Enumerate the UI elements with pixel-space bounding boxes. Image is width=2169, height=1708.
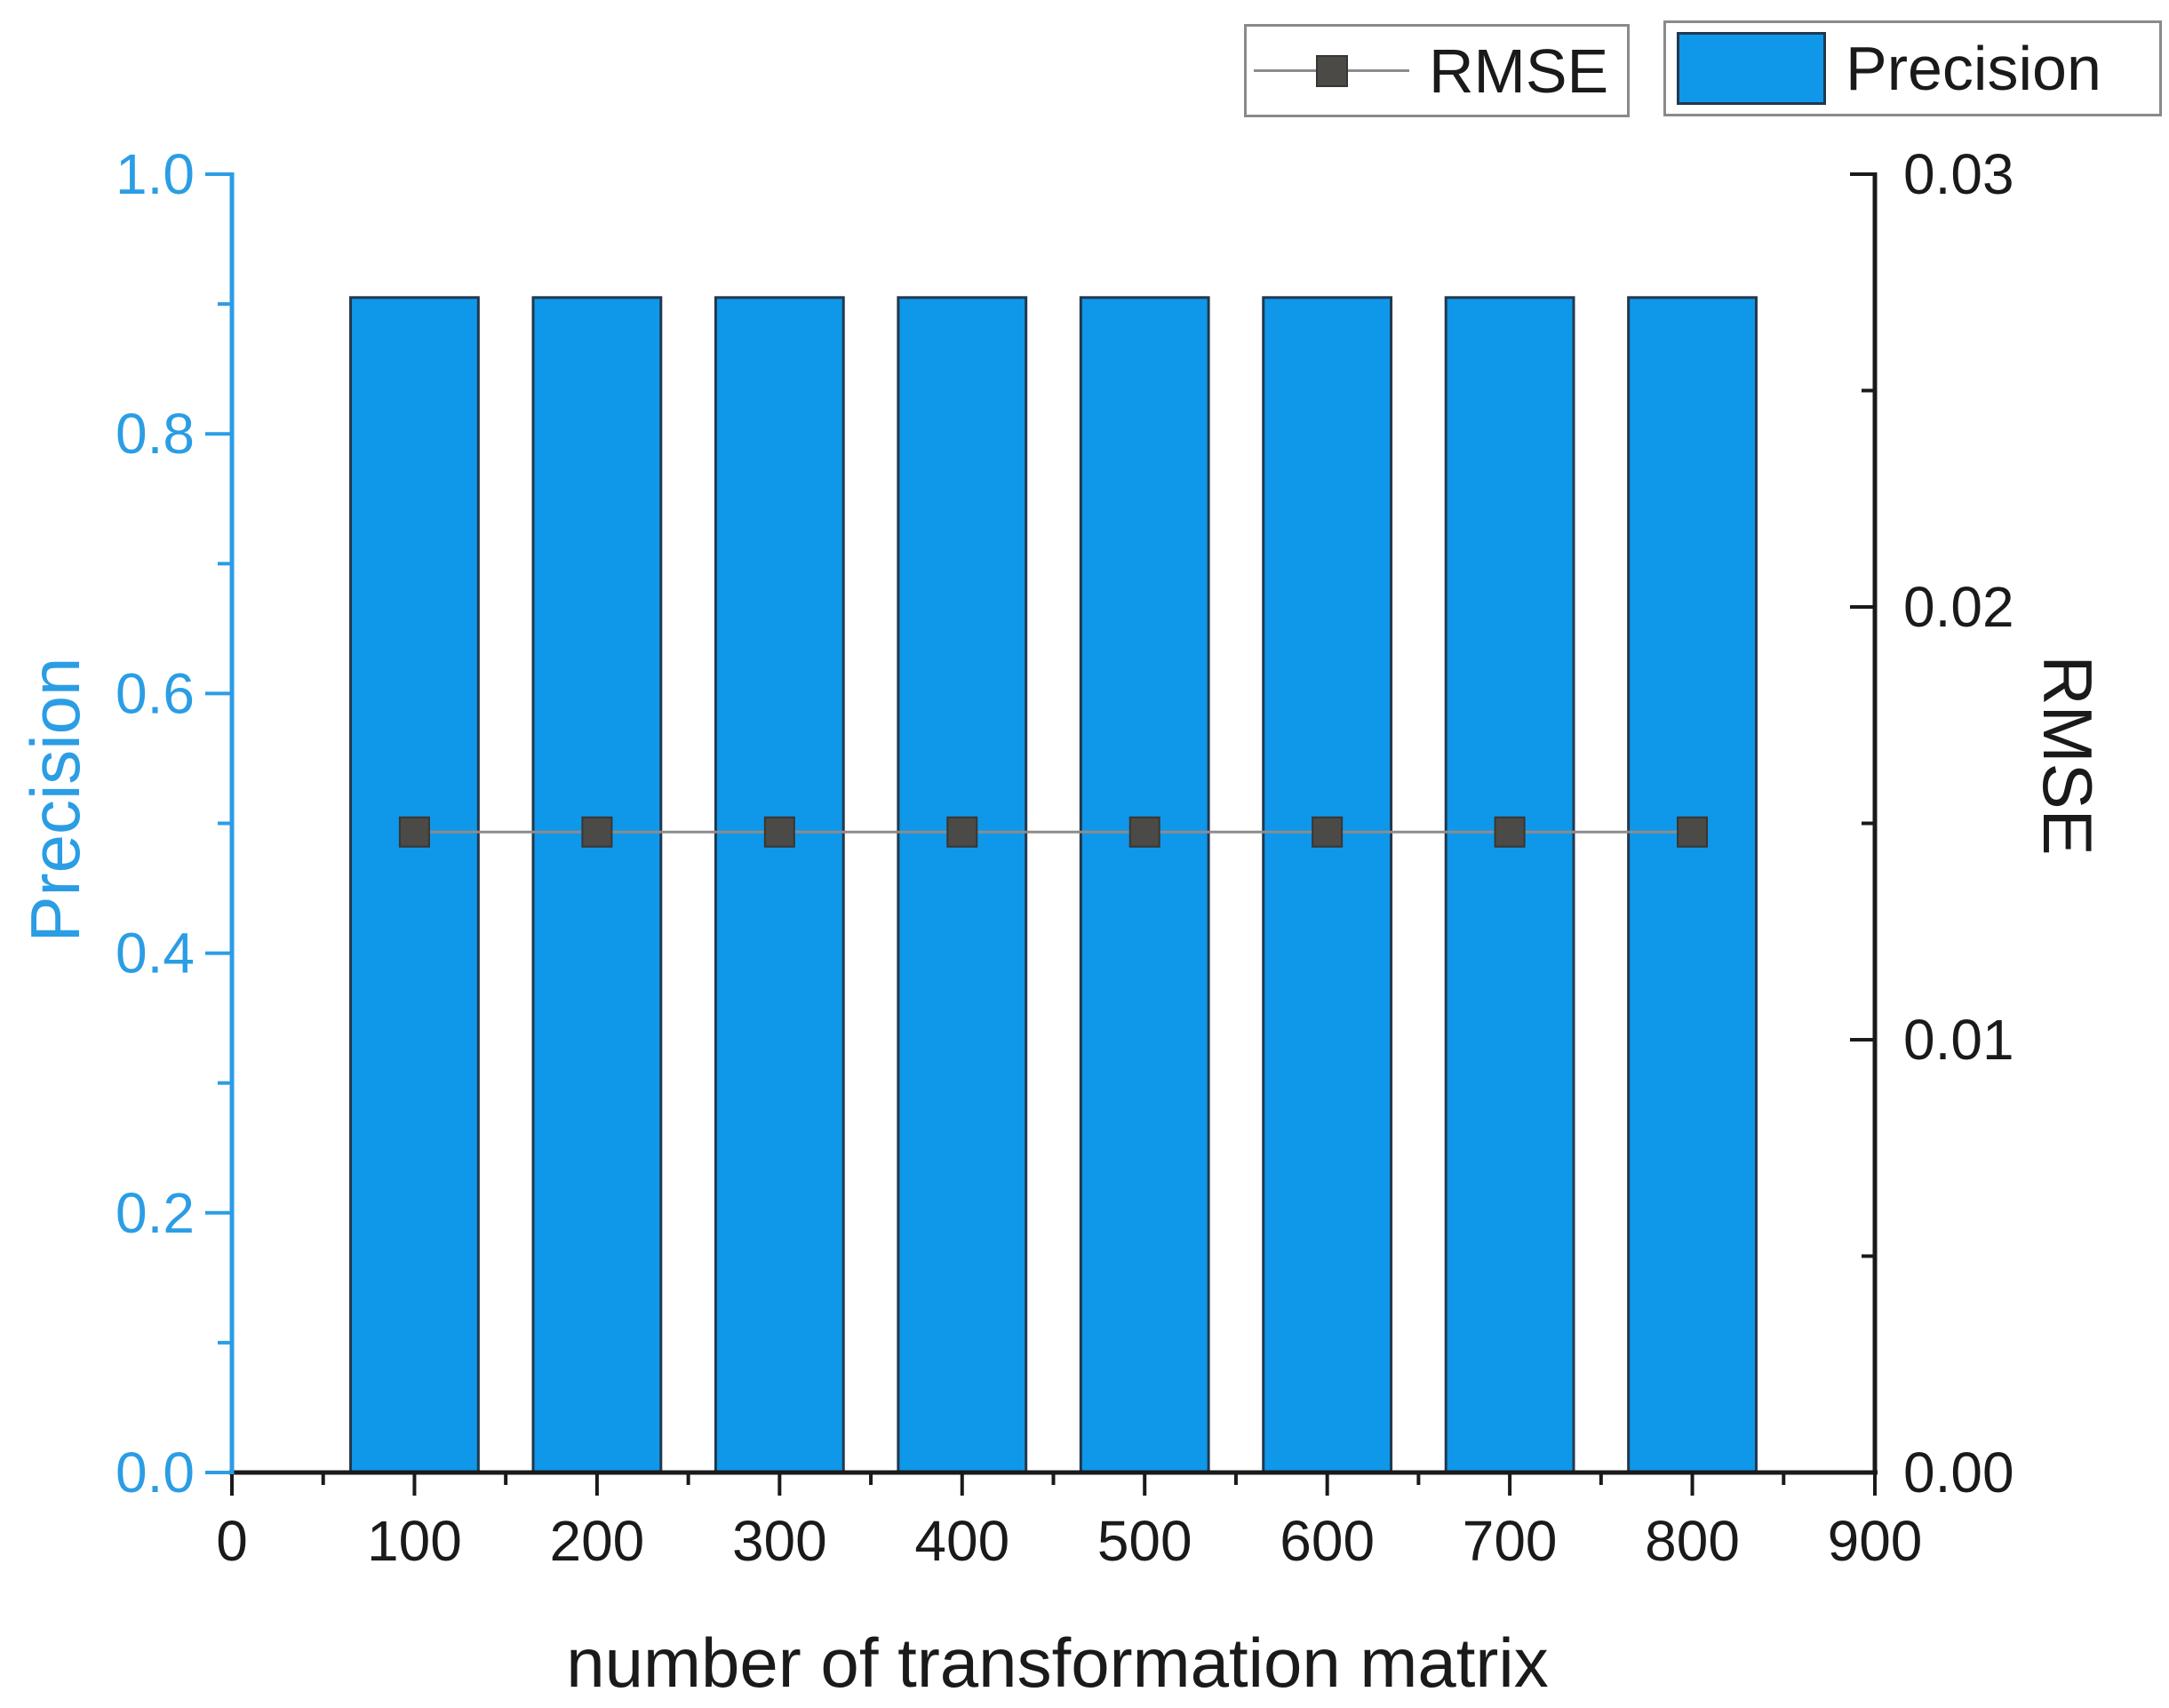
right-tick-label: 0.00 <box>1903 1441 2014 1504</box>
left-tick-label: 0.2 <box>116 1181 195 1245</box>
precision-bar <box>1262 296 1393 1474</box>
x-tick-label: 100 <box>367 1509 462 1573</box>
left-tick-label: 0.8 <box>116 402 195 466</box>
precision-bar <box>714 296 845 1474</box>
left-tick-label: 0.4 <box>116 922 195 986</box>
x-tick-label: 300 <box>732 1509 827 1573</box>
precision-bar <box>1444 296 1575 1474</box>
x-tick-label: 900 <box>1828 1509 1923 1573</box>
legend-item-rmse: RMSE <box>1244 24 1630 117</box>
rmse-marker <box>1312 816 1344 848</box>
rmse-marker <box>1494 816 1526 848</box>
rmse-marker <box>398 816 430 848</box>
x-tick-label: 800 <box>1645 1509 1740 1573</box>
rmse-marker <box>1677 816 1709 848</box>
precision-bar <box>1627 296 1758 1474</box>
left-tick-label: 0.6 <box>116 661 195 725</box>
precision-swatch-icon <box>1677 32 1826 105</box>
right-tick-label: 0.02 <box>1903 575 2014 639</box>
right-axis-title: RMSE <box>2029 655 2107 856</box>
legend-item-precision: Precision <box>1663 20 2162 116</box>
x-axis-title: number of transformation matrix <box>566 1624 1549 1702</box>
x-tick-label: 400 <box>914 1509 1009 1573</box>
precision-bar <box>1079 296 1210 1474</box>
left-axis-title: Precision <box>16 657 94 943</box>
x-tick-label: 700 <box>1463 1509 1558 1573</box>
x-tick-label: 0 <box>216 1509 248 1573</box>
x-tick-label: 200 <box>549 1509 644 1573</box>
rmse-line-sample <box>1254 54 1409 87</box>
left-tick-label: 1.0 <box>116 142 195 206</box>
rmse-marker <box>581 816 613 848</box>
x-tick-label: 600 <box>1280 1509 1375 1573</box>
rmse-marker <box>946 816 978 848</box>
left-tick-label: 0.0 <box>116 1441 195 1504</box>
legend-precision-label: Precision <box>1846 34 2101 103</box>
right-tick-label: 0.03 <box>1903 142 2014 206</box>
legend-rmse-label: RMSE <box>1429 36 1609 106</box>
rmse-square-marker-icon <box>1315 54 1348 87</box>
x-tick-label: 500 <box>1097 1509 1192 1573</box>
right-tick-label: 0.01 <box>1903 1008 2014 1072</box>
precision-bar <box>531 296 663 1474</box>
precision-bar <box>349 296 480 1474</box>
rmse-marker <box>1128 816 1160 848</box>
precision-bar <box>897 296 1028 1474</box>
rmse-marker <box>763 816 795 848</box>
